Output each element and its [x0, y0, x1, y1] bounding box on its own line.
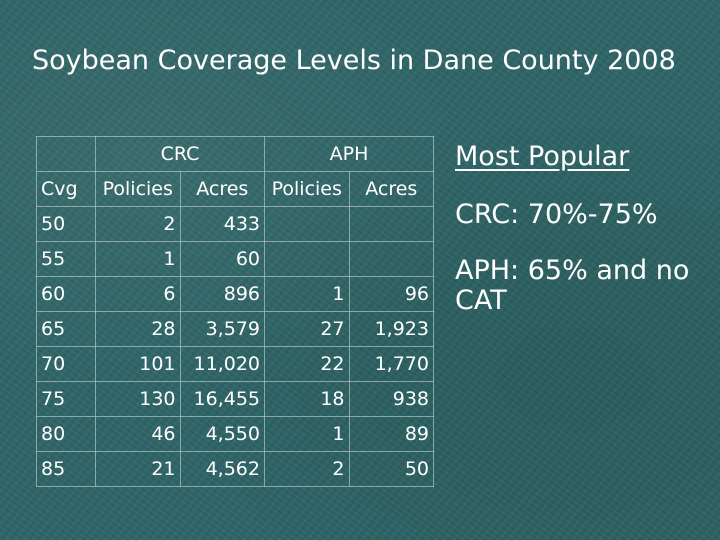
cvg-column-label: Cvg — [36, 171, 96, 207]
aph-policies-cell: 22 — [264, 346, 350, 382]
crc-policies-cell: 6 — [95, 276, 181, 312]
group-header-row: CRC APH — [36, 136, 434, 172]
cvg-cell: 55 — [36, 241, 96, 277]
crc-acres-cell: 4,562 — [179, 451, 265, 487]
cvg-cell: 70 — [36, 346, 96, 382]
crc-acres-cell: 11,020 — [179, 346, 265, 382]
crc-policies-cell: 28 — [95, 311, 181, 347]
cvg-cell: 50 — [36, 206, 96, 242]
crc-popular-text: CRC: 70%-75% — [455, 199, 658, 230]
aph-acres-cell — [348, 206, 434, 242]
table-row: 55 1 60 — [36, 241, 434, 277]
aph-policies-cell: 18 — [264, 381, 350, 417]
crc-acres-cell: 433 — [179, 206, 265, 242]
aph-policies-cell: 1 — [264, 416, 350, 452]
cvg-cell: 75 — [36, 381, 96, 417]
table-row: 80 46 4,550 1 89 — [36, 416, 434, 452]
aph-policies-column-label: Policies — [264, 171, 350, 207]
aph-popular-text: APH: 65% and no CAT — [455, 255, 690, 316]
crc-policies-cell: 101 — [95, 346, 181, 382]
crc-policies-cell: 1 — [95, 241, 181, 277]
aph-acres-cell: 50 — [348, 451, 434, 487]
aph-policies-cell — [264, 206, 350, 242]
aph-policies-cell: 27 — [264, 311, 350, 347]
crc-acres-cell: 4,550 — [179, 416, 265, 452]
cvg-cell: 65 — [36, 311, 96, 347]
aph-group-header: APH — [264, 136, 434, 172]
table-row: 50 2 433 — [36, 206, 434, 242]
aph-acres-cell: 96 — [348, 276, 434, 312]
aph-acres-cell: 1,923 — [348, 311, 434, 347]
crc-policies-cell: 46 — [95, 416, 181, 452]
crc-acres-cell: 3,579 — [179, 311, 265, 347]
slide-title: Soybean Coverage Levels in Dane County 2… — [32, 45, 676, 76]
header-blank-cell — [36, 136, 96, 172]
crc-acres-cell: 896 — [179, 276, 265, 312]
coverage-table: CRC APH Cvg Policies Acres Policies Acre… — [36, 136, 434, 487]
aph-acres-cell: 938 — [348, 381, 434, 417]
crc-policies-column-label: Policies — [95, 171, 181, 207]
crc-policies-cell: 2 — [95, 206, 181, 242]
crc-policies-cell: 130 — [95, 381, 181, 417]
crc-policies-cell: 21 — [95, 451, 181, 487]
table-row: 75 130 16,455 18 938 — [36, 381, 434, 417]
aph-acres-column-label: Acres — [348, 171, 434, 207]
aph-acres-cell: 89 — [348, 416, 434, 452]
crc-acres-column-label: Acres — [179, 171, 265, 207]
cvg-cell: 85 — [36, 451, 96, 487]
table-row: 70 101 11,020 22 1,770 — [36, 346, 434, 382]
aph-acres-cell — [348, 241, 434, 277]
crc-acres-cell: 60 — [179, 241, 265, 277]
crc-group-header: CRC — [95, 136, 265, 172]
table-row: 65 28 3,579 27 1,923 — [36, 311, 434, 347]
aph-policies-cell — [264, 241, 350, 277]
table-row: 85 21 4,562 2 50 — [36, 451, 434, 487]
aph-acres-cell: 1,770 — [348, 346, 434, 382]
crc-acres-cell: 16,455 — [179, 381, 265, 417]
cvg-cell: 60 — [36, 276, 96, 312]
most-popular-panel: Most Popular CRC: 70%-75% APH: 65% and n… — [455, 140, 710, 316]
column-label-row: Cvg Policies Acres Policies Acres — [36, 171, 434, 207]
cvg-cell: 80 — [36, 416, 96, 452]
most-popular-heading: Most Popular — [455, 141, 630, 172]
table-row: 60 6 896 1 96 — [36, 276, 434, 312]
aph-policies-cell: 2 — [264, 451, 350, 487]
aph-policies-cell: 1 — [264, 276, 350, 312]
